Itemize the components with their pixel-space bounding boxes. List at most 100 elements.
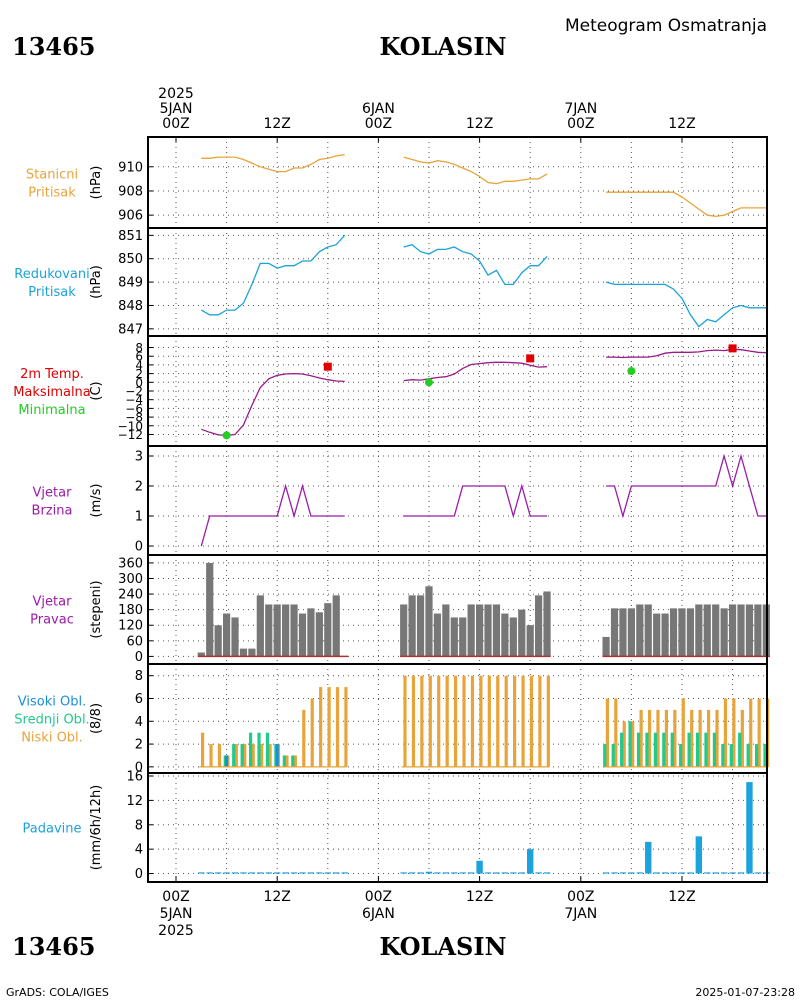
series-line: [606, 348, 767, 359]
y-tick-label: 2: [135, 367, 143, 381]
direction-bar: [475, 604, 484, 657]
cloud-bar: [275, 744, 279, 767]
cloud-bar: [529, 675, 534, 767]
direction-bar: [290, 604, 298, 657]
top-tick-label: 2025: [158, 86, 194, 102]
precip-bar: [754, 872, 762, 874]
cloud-bar: [240, 744, 244, 767]
top-tick-label: 5JAN: [160, 101, 193, 117]
y-tick-label: 848: [118, 299, 143, 314]
cloud-bar: [462, 675, 466, 767]
direction-bar: [231, 617, 239, 657]
precip-bar: [720, 872, 728, 874]
cloud-bar: [645, 732, 649, 767]
y-tick-label: 0: [135, 376, 143, 390]
precip-bar: [231, 872, 239, 874]
direction-bar: [256, 595, 264, 657]
precip-bar: [214, 872, 222, 874]
cloud-bar: [496, 675, 500, 767]
y-tick-label: 908: [118, 184, 143, 199]
cloud-bar: [344, 687, 348, 767]
cloud-bar: [614, 698, 618, 767]
y-tick-label: 6: [135, 350, 143, 364]
panel-label: Pritisak: [28, 186, 76, 201]
y-tick-label: 849: [118, 276, 143, 291]
y-tick-label: 851: [118, 229, 143, 244]
precip-bar: [746, 782, 753, 874]
bottom-tick-label: 7JAN: [564, 906, 597, 922]
precip-bar: [265, 872, 272, 874]
panel-unit: (8/8): [89, 703, 104, 734]
bottom-tick-label: 6JAN: [362, 906, 395, 922]
top-tick-label: 12Z: [466, 116, 493, 132]
precip-bar: [324, 872, 331, 874]
direction-bar: [265, 604, 273, 657]
precip-bar: [670, 872, 677, 874]
cloud-bar: [603, 744, 607, 767]
y-tick-label: 12: [126, 794, 143, 809]
cloud-bar: [622, 721, 626, 767]
cloud-bar: [636, 732, 641, 767]
cloud-bar: [428, 675, 432, 767]
direction-bar: [501, 613, 509, 657]
top-tick-label: 6JAN: [362, 101, 395, 117]
precip-bar: [729, 872, 736, 874]
precip-bar: [653, 872, 660, 874]
precip-bar: [467, 872, 475, 874]
direction-bar: [492, 604, 501, 657]
precip-bar: [484, 872, 492, 874]
series-line: [200, 483, 345, 547]
cloud-bar: [681, 698, 685, 767]
direction-bar: [602, 636, 610, 657]
panel-unit: (hPa): [89, 166, 104, 200]
precip-bar: [240, 872, 247, 874]
cloud-bar: [209, 744, 213, 767]
direction-bar: [400, 604, 408, 657]
direction-bar: [433, 613, 442, 657]
bottom-tick-label: 12Z: [263, 889, 290, 905]
direction-bar: [720, 608, 728, 657]
bottom-tick-label: 00Z: [365, 889, 392, 905]
cloud-bar: [754, 744, 759, 767]
direction-bar: [408, 595, 416, 657]
tmin-marker: [222, 431, 231, 440]
tmax-marker: [728, 344, 737, 353]
direction-bar: [416, 595, 425, 657]
direction-bar: [425, 586, 433, 657]
top-tick-label: 12Z: [668, 116, 695, 132]
precip-bar: [451, 872, 458, 874]
precip-bar: [333, 872, 340, 874]
panel-frame: [147, 227, 768, 337]
series-line: [606, 453, 767, 519]
cloud-bar: [513, 675, 517, 767]
precip-bar: [408, 872, 416, 874]
bottom-tick-label: 5JAN: [160, 906, 193, 922]
cloud-bar: [738, 732, 742, 767]
cloud-bar: [293, 755, 297, 767]
precip-bar: [316, 872, 323, 874]
precip-bar: [341, 872, 348, 874]
direction-bar: [535, 595, 543, 657]
cloud-bar: [721, 744, 725, 767]
cloud-bar: [628, 721, 632, 767]
cloud-bar: [302, 709, 306, 767]
precip-bar: [476, 860, 483, 874]
direction-bar: [307, 608, 315, 657]
panel-label: Srednji Obl.: [14, 713, 89, 728]
direction-bar: [324, 603, 332, 657]
cloud-bar: [715, 709, 719, 767]
panel-unit: (hPa): [89, 265, 104, 299]
panel-label: 2m Temp.: [20, 367, 84, 382]
panel-3: Vjetar Brzina (m/s) 0 1 2 3: [32, 445, 768, 556]
panel-label: Vjetar: [33, 486, 73, 501]
cloud-bar: [335, 687, 340, 767]
cloud-bar: [504, 675, 508, 767]
y-tick-label: 8: [135, 818, 143, 833]
top-tick-label: 00Z: [567, 116, 594, 132]
direction-bar: [728, 604, 737, 657]
direction-bar: [703, 604, 711, 657]
y-tick-label: 8: [135, 341, 143, 355]
precip-bar: [282, 872, 289, 874]
precip-bar: [400, 872, 407, 874]
direction-bar: [332, 595, 340, 657]
